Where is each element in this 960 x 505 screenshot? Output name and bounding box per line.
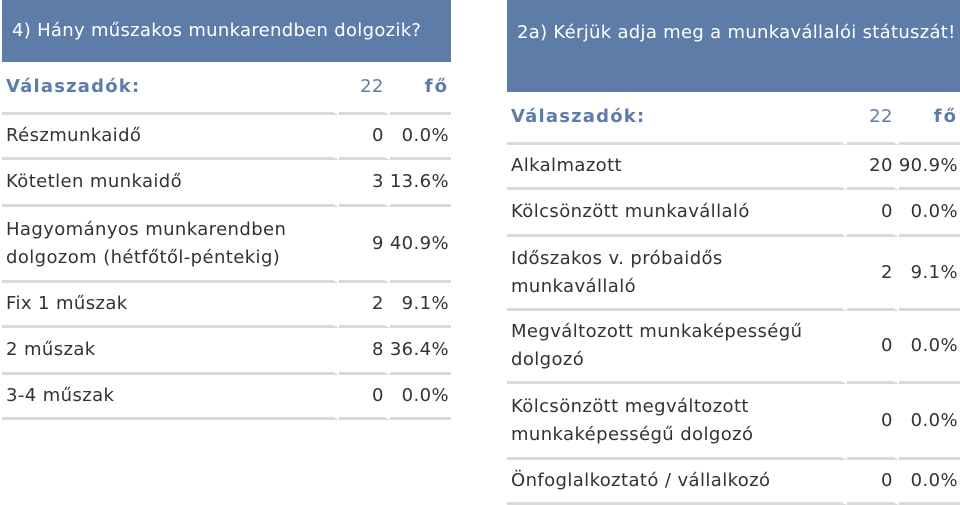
table-row: Önfoglalkoztató / vállalkozó 0 0.0% (507, 460, 960, 505)
table-row: Kölcsönzött munkavállaló 0 0.0% (507, 190, 960, 237)
answer-count: 9 (338, 207, 390, 283)
answer-percent: 9.1% (898, 237, 960, 311)
respondents-label: Válaszadók: (2, 62, 339, 115)
respondents-unit: fő (389, 62, 451, 115)
answers-table: Válaszadók: 22 fő Alkalmazott 20 90.9% K… (507, 92, 960, 505)
answer-label: Kölcsönzött megváltozott munkaképességű … (507, 384, 847, 460)
table-row: Kötetlen munkaidő 3 13.6% (2, 160, 451, 207)
answer-label: Kötetlen munkaidő (2, 160, 339, 207)
answer-percent: 0.0% (389, 375, 451, 420)
question-title: 4) Hány műszakos munkarendben dolgozik? (2, 0, 451, 62)
answer-count: 0 (846, 311, 899, 384)
table-row: Időszakos v. próbaidős munkavállaló 2 9.… (507, 237, 960, 311)
answer-percent: 0.0% (389, 115, 451, 160)
answer-percent: 36.4% (389, 328, 451, 375)
answer-percent: 0.0% (898, 460, 960, 505)
answer-percent: 40.9% (389, 207, 451, 283)
respondents-row: Válaszadók: 22 fő (2, 62, 451, 115)
answer-count: 0 (846, 190, 899, 237)
table-row: Részmunkaidő 0 0.0% (2, 115, 451, 160)
question-2a-panel: 2a) Kérjük adja meg a munkavállalói stát… (507, 0, 960, 505)
answer-label: Fix 1 műszak (2, 283, 339, 328)
answers-table: Válaszadók: 22 fő Részmunkaidő 0 0.0% Kö… (2, 62, 451, 420)
answer-count: 2 (338, 283, 390, 328)
table-row: Kölcsönzött megváltozott munkaképességű … (507, 384, 960, 460)
respondents-unit: fő (898, 92, 960, 145)
answer-label: Önfoglalkoztató / vállalkozó (507, 460, 847, 505)
table-row: 2 műszak 8 36.4% (2, 328, 451, 375)
answer-count: 0 (846, 384, 899, 460)
respondents-label: Válaszadók: (507, 92, 847, 145)
question-4-panel: 4) Hány műszakos munkarendben dolgozik? … (2, 0, 451, 420)
answer-label: Részmunkaidő (2, 115, 339, 160)
question-title: 2a) Kérjük adja meg a munkavállalói stát… (507, 0, 960, 92)
table-row: Alkalmazott 20 90.9% (507, 145, 960, 190)
answer-percent: 13.6% (389, 160, 451, 207)
answer-percent: 0.0% (898, 190, 960, 237)
answer-label: 2 műszak (2, 328, 339, 375)
answer-count: 8 (338, 328, 390, 375)
respondents-row: Válaszadók: 22 fő (507, 92, 960, 145)
answer-label: Alkalmazott (507, 145, 847, 190)
answer-label: Megváltozott munkaképességű dolgozó (507, 311, 847, 384)
table-row: Hagyományos munkarendben dolgozom (hétfő… (2, 207, 451, 283)
answer-count: 2 (846, 237, 899, 311)
respondents-count: 22 (846, 92, 899, 145)
answer-count: 3 (338, 160, 390, 207)
answer-percent: 0.0% (898, 384, 960, 460)
answer-percent: 90.9% (898, 145, 960, 190)
table-row: Fix 1 műszak 2 9.1% (2, 283, 451, 328)
answer-percent: 9.1% (389, 283, 451, 328)
answer-label: Időszakos v. próbaidős munkavállaló (507, 237, 847, 311)
answer-label: 3-4 műszak (2, 375, 339, 420)
respondents-count: 22 (338, 62, 390, 115)
answer-label: Hagyományos munkarendben dolgozom (hétfő… (2, 207, 339, 283)
table-row: Megváltozott munkaképességű dolgozó 0 0.… (507, 311, 960, 384)
answer-count: 0 (338, 375, 390, 420)
answer-label: Kölcsönzött munkavállaló (507, 190, 847, 237)
answer-percent: 0.0% (898, 311, 960, 384)
answer-count: 0 (846, 460, 899, 505)
answer-count: 0 (338, 115, 390, 160)
answer-count: 20 (846, 145, 899, 190)
table-row: 3-4 műszak 0 0.0% (2, 375, 451, 420)
